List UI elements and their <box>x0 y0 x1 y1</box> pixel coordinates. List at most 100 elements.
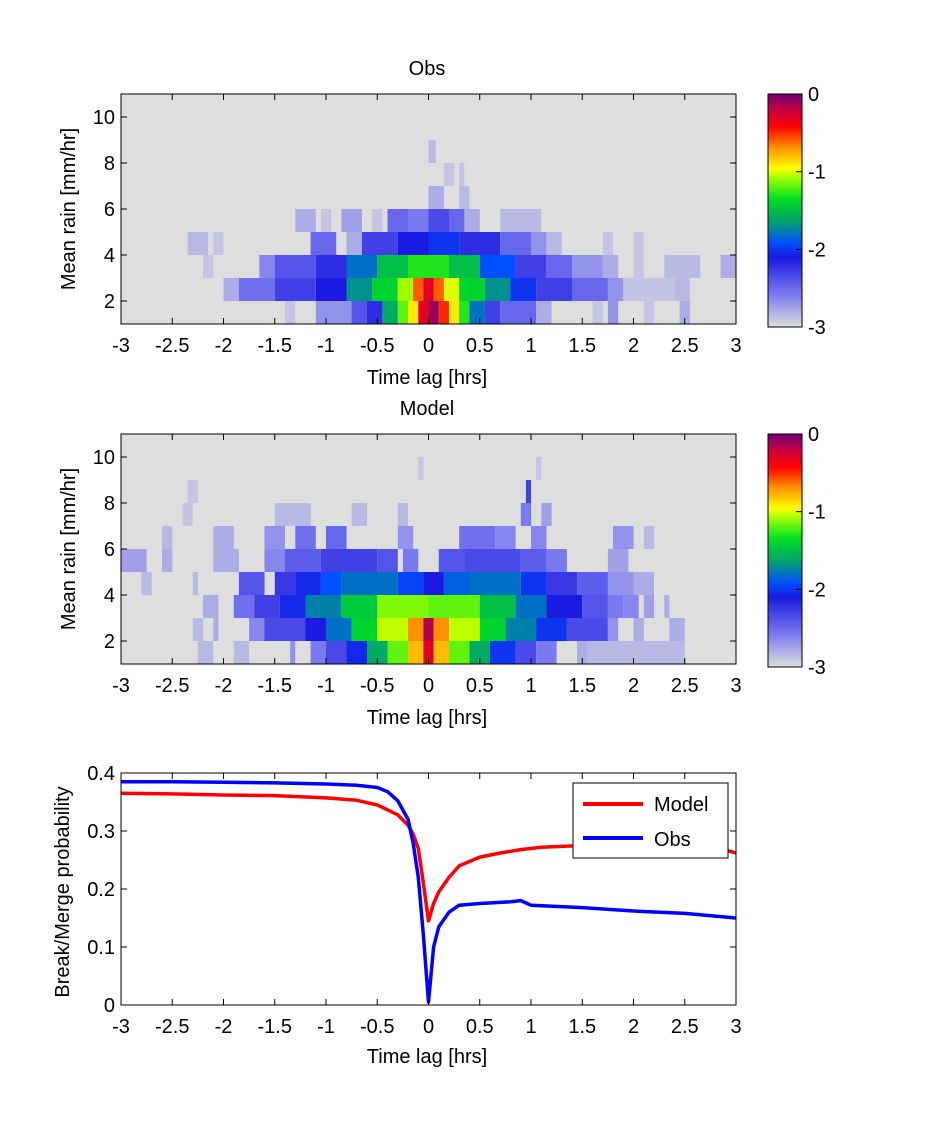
heatmap-cell <box>397 301 408 324</box>
heatmap-cell <box>479 595 516 618</box>
x-tick-label: 0.5 <box>466 335 494 357</box>
heatmap-cell <box>326 618 352 641</box>
colorbar-tick-label: -2 <box>808 239 826 261</box>
heatmap-cell <box>515 255 547 278</box>
y-axis-label: Break/Merge probability <box>52 786 74 997</box>
heatmap-cell <box>162 549 173 572</box>
heatmap-cell <box>197 641 214 664</box>
heatmap-cell <box>566 618 608 641</box>
heatmap-cell <box>525 480 531 503</box>
colorbar-tick-label: 0 <box>808 84 819 106</box>
heatmap-cell <box>428 186 444 209</box>
colorbar-tick-label: -1 <box>808 162 826 184</box>
heatmap-cell <box>320 209 332 232</box>
heatmap-cell <box>377 549 398 572</box>
heatmap-cell <box>346 641 367 664</box>
x-tick-label: -2.5 <box>155 1016 189 1038</box>
heatmap-cell <box>320 549 378 572</box>
heatmap-cell <box>572 255 603 278</box>
heatmap-cell <box>423 618 434 641</box>
heatmap-cell <box>408 301 419 324</box>
heatmap-cell <box>264 526 285 549</box>
heatmap-cell <box>428 209 449 232</box>
heatmap-cell <box>387 641 408 664</box>
x-tick-label: 1 <box>525 1016 536 1038</box>
heatmap-cell <box>674 278 690 301</box>
heatmap-cell <box>290 641 296 664</box>
heatmap-cell <box>397 232 429 255</box>
colorbar <box>767 433 803 668</box>
heatmap-cell <box>592 301 603 324</box>
x-tick-label: 0 <box>423 1016 434 1038</box>
heatmap-cell <box>607 278 624 301</box>
heatmap-cell <box>643 595 655 618</box>
heatmap-cell <box>423 641 434 664</box>
heatmap-cell <box>233 641 250 664</box>
heatmap-cell <box>377 618 408 641</box>
heatmap-cell <box>438 549 465 572</box>
heatmap-cell <box>397 526 414 549</box>
heatmap-cell <box>315 255 347 278</box>
heatmap-cell <box>397 572 424 595</box>
heatmap-cell <box>428 232 460 255</box>
heatmap-cell <box>607 618 619 641</box>
heatmap-cell <box>213 526 234 549</box>
heatmap-cell <box>367 641 388 664</box>
heatmap-cell <box>187 480 198 503</box>
heatmap-cell <box>372 209 383 232</box>
y-tick-label: 8 <box>104 493 115 515</box>
heatmap-cell <box>408 209 429 232</box>
x-tick-label: 1.5 <box>568 675 596 697</box>
x-tick-label: 2.5 <box>671 1016 699 1038</box>
heatmap-cell <box>310 641 326 664</box>
y-tick-label: 0.2 <box>87 879 115 901</box>
x-tick-label: -2 <box>215 335 233 357</box>
heatmap-cell <box>295 526 316 549</box>
heatmap-cell <box>607 572 634 595</box>
colorbar-tick-label: -1 <box>808 502 826 524</box>
x-tick-label: 0.5 <box>466 1016 494 1038</box>
x-tick-label: -1.5 <box>258 675 292 697</box>
x-tick-label: 1.5 <box>568 1016 596 1038</box>
heatmap-cell <box>438 301 449 324</box>
heatmap-cell <box>495 526 516 549</box>
heatmap-cell <box>510 278 537 301</box>
heatmap-cell <box>582 595 608 618</box>
y-tick-label: 0.4 <box>87 763 115 785</box>
heatmap-cell <box>315 278 347 301</box>
x-tick-label: -1.5 <box>258 1016 292 1038</box>
heatmap-cell <box>643 526 655 549</box>
heatmap-cell <box>326 641 347 664</box>
x-tick-label: -3 <box>112 1016 130 1038</box>
heatmap-cell <box>413 278 424 301</box>
heatmap-cell <box>484 278 511 301</box>
heatmap-cell <box>377 595 429 618</box>
heatmap-cell <box>607 595 624 618</box>
heatmap-cell <box>643 301 655 324</box>
x-axis-ticks: -3 -2.5 -2 -1.5 -1 -0.5 0 0.5 1 1.5 2 2.5 3 <box>112 773 742 1038</box>
heatmap-cell <box>326 526 347 549</box>
heatmap-cell <box>351 503 367 526</box>
heatmap-cell <box>418 301 429 324</box>
heatmap-cell <box>382 301 398 324</box>
heatmap-cell <box>351 618 378 641</box>
heatmap-cell <box>720 255 736 278</box>
heatmap-cell <box>669 618 685 641</box>
x-tick-label: -1 <box>317 1016 335 1038</box>
heatmap-cell <box>607 301 619 324</box>
heatmap-cell <box>479 255 516 278</box>
y-axis-ticks: 2 4 6 8 10 <box>93 447 736 653</box>
heatmap-cell <box>428 595 480 618</box>
legend-box <box>572 782 729 859</box>
heatmap-cell <box>546 255 572 278</box>
x-tick-label: -2 <box>215 1016 233 1038</box>
x-tick-label: 1 <box>525 335 536 357</box>
heatmap-cell <box>536 457 542 480</box>
heatmap-cell <box>377 255 408 278</box>
heatmap-cell <box>295 209 316 232</box>
x-tick-label: 3 <box>730 335 741 357</box>
heatmap-cell <box>279 595 306 618</box>
heatmap-cell <box>546 232 562 255</box>
heatmap-cell <box>346 232 362 255</box>
x-axis-ticks: -3 -2.5 -2 -1.5 -1 -0.5 0 0.5 1 1.5 2 2.5 3 <box>112 434 742 697</box>
